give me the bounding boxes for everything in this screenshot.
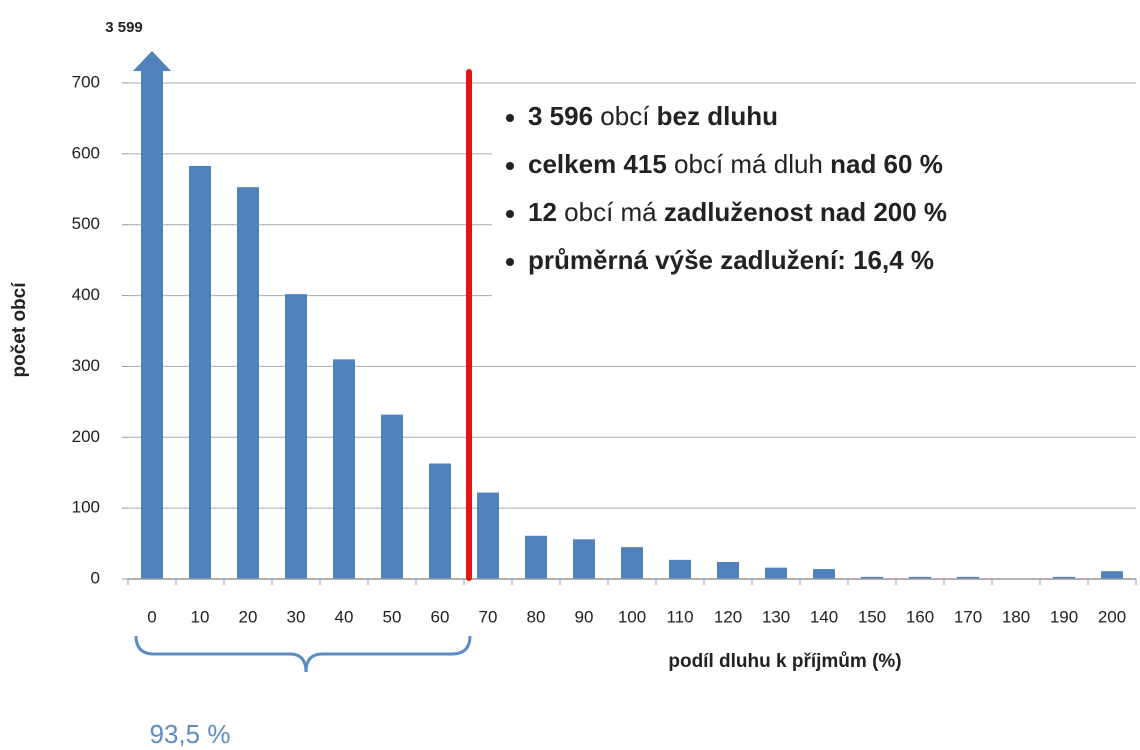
y-tick-label: 100	[72, 498, 100, 517]
value-label: 3 599	[105, 19, 143, 36]
annotations: 3 599 3 596 obcí bez dluhu celkem 415 obcí…	[105, 19, 947, 275]
bar	[813, 569, 835, 579]
y-tick-label: 200	[72, 427, 100, 446]
x-tick-label: 180	[1002, 607, 1030, 626]
annotation-run: 12	[528, 197, 557, 227]
ticks: 0 100 200 300 400 500 600 700 0 10 20 30 40 50 60 70 80 9…	[72, 72, 1137, 626]
y-tick-label: 500	[72, 214, 100, 233]
bracket-label: 93,5 %	[150, 719, 231, 749]
bar	[237, 187, 259, 579]
x-tick-label: 170	[954, 607, 982, 626]
x-tick-label: 70	[479, 607, 498, 626]
bar	[717, 561, 739, 579]
bar	[909, 576, 931, 579]
x-tick-label: 100	[618, 607, 646, 626]
bar	[141, 70, 163, 580]
y-axis-title: počet obcí	[9, 282, 30, 378]
x-tick-label: 140	[810, 607, 838, 626]
bullet-dot	[506, 114, 514, 122]
bar	[861, 576, 883, 579]
bar	[573, 539, 595, 579]
x-tick-label: 40	[335, 607, 354, 626]
annotation-text: 12 obcí má zadluženost nad 200 %	[528, 197, 947, 227]
annotation-text: 3 596 obcí bez dluhu	[528, 101, 778, 131]
bar	[957, 576, 979, 579]
bar	[1101, 571, 1123, 579]
x-tick-label: 150	[858, 607, 886, 626]
bullet-dot	[506, 258, 514, 266]
bar	[1053, 576, 1075, 579]
x-tick-label: 20	[239, 607, 258, 626]
x-tick-label: 130	[762, 607, 790, 626]
annotation-run: obcí má	[557, 197, 664, 227]
bullet-dot	[506, 162, 514, 170]
bar	[285, 294, 307, 579]
annotation-run: obcí má dluh	[667, 149, 830, 179]
y-tick-label: 400	[72, 285, 100, 304]
annotation-run: bez dluhu	[657, 101, 778, 131]
x-tick-label: 190	[1050, 607, 1078, 626]
x-tick-label: 60	[431, 607, 450, 626]
bars	[133, 51, 1123, 580]
annotation-run: obcí	[593, 101, 657, 131]
x-tick-label: 120	[714, 607, 742, 626]
annotation-text: průměrná výše zadlužení: 16,4 %	[528, 245, 934, 275]
overflow-arrow	[133, 51, 171, 71]
x-tick-label: 80	[527, 607, 546, 626]
y-tick-label: 700	[72, 72, 100, 91]
bar	[669, 559, 691, 579]
bar	[333, 359, 355, 579]
annotation-run: celkem 415	[528, 149, 667, 179]
x-tick-label: 0	[147, 607, 156, 626]
bar	[429, 463, 451, 579]
bar	[525, 535, 547, 579]
bullet-dot	[506, 210, 514, 218]
annotation-text: celkem 415 obcí má dluh nad 60 %	[528, 149, 943, 179]
annotation-run: zadluženost nad 200 %	[664, 197, 947, 227]
x-tick-label: 160	[906, 607, 934, 626]
x-tick-label: 50	[383, 607, 402, 626]
annotation-run: průměrná výše zadlužení: 16,4 %	[528, 245, 934, 275]
y-tick-label: 300	[72, 356, 100, 375]
x-axis-title: podíl dluhu k příjmům (%)	[668, 651, 901, 672]
x-tick-label: 200	[1098, 607, 1126, 626]
bar	[477, 492, 499, 579]
y-tick-label: 0	[91, 568, 100, 587]
bar	[621, 547, 643, 579]
annotation-run: 3 596	[528, 101, 593, 131]
y-tick-label: 600	[72, 143, 100, 162]
x-tick-label: 90	[575, 607, 594, 626]
x-tick-label: 10	[191, 607, 210, 626]
x-tick-label: 30	[287, 607, 306, 626]
bracket	[134, 635, 472, 673]
annotation-background	[492, 95, 1140, 300]
annotation-run: nad 60 %	[830, 149, 943, 179]
bar	[765, 567, 787, 579]
x-tick-label: 110	[666, 607, 693, 626]
bar	[189, 165, 211, 579]
bar	[381, 414, 403, 579]
